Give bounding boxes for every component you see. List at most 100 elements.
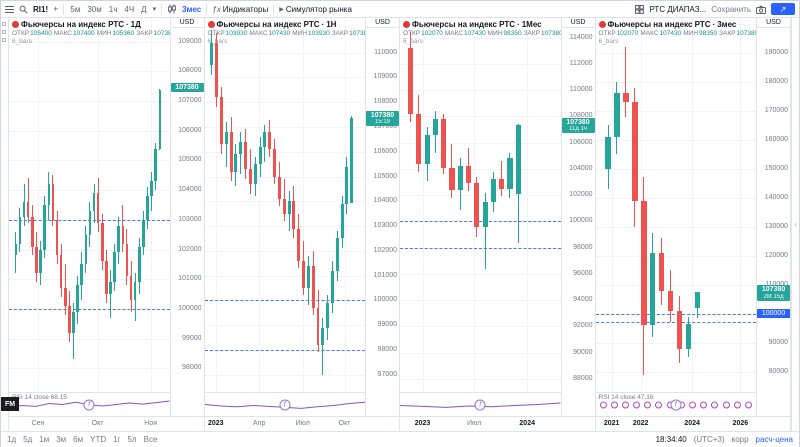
range-ytd[interactable]: YTD	[90, 435, 107, 444]
candle-body	[239, 141, 243, 155]
timeframe-1d[interactable]: Д	[141, 4, 147, 14]
search-icon[interactable]	[19, 5, 28, 14]
grid-line	[400, 63, 561, 65]
fx-icon[interactable]: f	[670, 399, 682, 410]
candle-body	[146, 196, 149, 220]
study-label[interactable]: 6_bars	[598, 38, 619, 45]
price-tick: 94000	[573, 296, 593, 304]
candle-body	[263, 131, 267, 147]
divider	[206, 3, 208, 15]
range-3m[interactable]: 3м	[56, 435, 67, 444]
timeframe-1h[interactable]: 1ч	[108, 4, 118, 14]
candle-body	[658, 252, 665, 291]
candle-body	[321, 327, 325, 345]
range-1m[interactable]: 1м	[39, 435, 50, 444]
drawing-tool-icon[interactable]	[2, 22, 7, 26]
compare-icon[interactable]: +	[53, 4, 59, 14]
price-axis[interactable]: USD 107380 15:19 110000 109000 108000 107000…	[365, 18, 400, 416]
study-label[interactable]: 6_bars	[207, 38, 228, 45]
panel-interval[interactable]: 1Мес	[521, 20, 542, 29]
price-level-line	[204, 300, 366, 302]
range-5d[interactable]: 5д	[23, 435, 33, 444]
drawing-tool-icon[interactable]	[2, 30, 7, 34]
candle-body	[22, 202, 26, 217]
range-5y[interactable]: 5л	[127, 435, 137, 444]
panel-interval[interactable]: 1Д	[130, 20, 141, 29]
rsi-pane[interactable]: RSI 14 close 68.15 f	[8, 392, 170, 416]
candle-body	[667, 290, 674, 311]
rsi-pane[interactable]: f	[400, 392, 561, 416]
currency-label[interactable]: USD	[170, 18, 204, 28]
candle-body	[482, 201, 488, 227]
candle-body	[138, 246, 141, 283]
symbol-name[interactable]: RI1!	[33, 4, 49, 14]
fx-icon[interactable]: f	[279, 399, 291, 410]
price-axis[interactable]: USD 107380 109000 108000 107000 106000 10500…	[169, 18, 204, 416]
right-sidebar-toggle[interactable]: ‹	[791, 18, 799, 431]
price-tick: 90000	[573, 348, 593, 356]
price-tick: 101000	[178, 275, 202, 283]
price-tick: 90000	[768, 338, 789, 346]
timezone-label[interactable]: (UTC+3)	[693, 435, 725, 444]
price-tick: 130000	[764, 222, 789, 230]
price-tick: 92000	[573, 322, 593, 330]
fx-icon[interactable]: f	[474, 399, 486, 410]
study-label[interactable]: 6_bars	[403, 38, 423, 45]
price-tick: 108000	[373, 98, 398, 106]
chevron-down-icon[interactable]: ▾	[152, 6, 157, 13]
panel-title[interactable]: Фьючерсы на индекс РТС	[412, 20, 516, 29]
simulator-label: Симулятор рынка	[285, 4, 352, 14]
chart-type-icon[interactable]	[167, 4, 177, 14]
price-pane[interactable]: Фьючерсы на индекс РТС · 1Мес ОТКР102070…	[400, 18, 561, 392]
range-1d[interactable]: 1д	[7, 435, 17, 444]
timeframe-5m[interactable]: 5м	[70, 4, 81, 14]
custom-interval-button[interactable]: 3мес	[182, 4, 202, 14]
price-axis[interactable]: USD 107380 11д 1ч 114000 112000 110000 10800…	[560, 18, 595, 416]
drawing-tool-icon[interactable]	[2, 38, 7, 42]
publish-button[interactable]: ↗	[771, 3, 795, 15]
range-all[interactable]: Все	[143, 435, 158, 444]
candle-body	[499, 179, 505, 189]
currency-label[interactable]: USD	[757, 18, 791, 28]
price-pane[interactable]: Фьючерсы на индекс РТС · 1Д ОТКР105400 МА…	[8, 18, 170, 392]
price-tick: 106000	[373, 147, 398, 155]
price-pane[interactable]: Фьючерсы на индекс РТС · 1Н ОТКР103930 МА…	[204, 18, 366, 392]
range-1y[interactable]: 1г	[113, 435, 121, 444]
time-axis[interactable]: 2023 Июл 2024	[400, 416, 595, 431]
candle-body	[335, 238, 339, 271]
time-axis[interactable]: Сен Окт Ноя	[8, 416, 204, 431]
drawing-toolbar[interactable]	[1, 18, 9, 431]
candle-body	[43, 205, 46, 250]
clock[interactable]: 18:34:40	[655, 435, 687, 444]
save-button[interactable]: Сохранить	[711, 4, 751, 14]
currency-label[interactable]: USD	[561, 18, 595, 28]
layout-name[interactable]: РТС ДИАПАЗ...	[649, 4, 707, 14]
fx-icon[interactable]: f	[83, 399, 95, 410]
settlement-toggle[interactable]: расч-цена	[755, 435, 793, 444]
menu-icon[interactable]	[5, 5, 14, 13]
timeframe-4h[interactable]: 4Ч	[124, 4, 135, 14]
grid-line	[8, 160, 170, 162]
time-axis[interactable]: 2021 2022 2024 2026	[595, 416, 791, 431]
market-simulator-button[interactable]: ▶ Симулятор рынка	[279, 5, 352, 14]
camera-icon[interactable]	[756, 5, 766, 14]
price-pane[interactable]: Фьючерсы на индекс РТС · 3мес ОТКР102070…	[595, 18, 757, 392]
adjust-toggle[interactable]: корр	[731, 435, 749, 444]
candle-body	[649, 252, 656, 326]
rsi-pane[interactable]: f	[204, 392, 366, 416]
timeframe-30m[interactable]: 30м	[87, 4, 102, 14]
panel-interval[interactable]: 1Н	[326, 20, 337, 29]
indicators-button[interactable]: ƒx Индикаторы	[212, 5, 268, 14]
rsi-label: RSI 14 close 47.16	[598, 394, 654, 401]
range-6m[interactable]: 6м	[73, 435, 84, 444]
time-axis[interactable]: 2023 Апр Июл Окт	[204, 416, 400, 431]
panel-title[interactable]: Фьючерсы на индекс РТС	[20, 20, 124, 29]
rsi-pane[interactable]: RSI 14 close 47.16 f	[595, 392, 757, 416]
layout-grid-icon[interactable]	[635, 4, 645, 14]
indicators-label: Индикаторы	[222, 4, 269, 14]
currency-label[interactable]: USD	[366, 18, 400, 28]
price-tick: 140000	[764, 193, 789, 201]
panel-title[interactable]: Фьючерсы на индекс РТС	[216, 20, 320, 29]
candle-body	[31, 216, 34, 247]
